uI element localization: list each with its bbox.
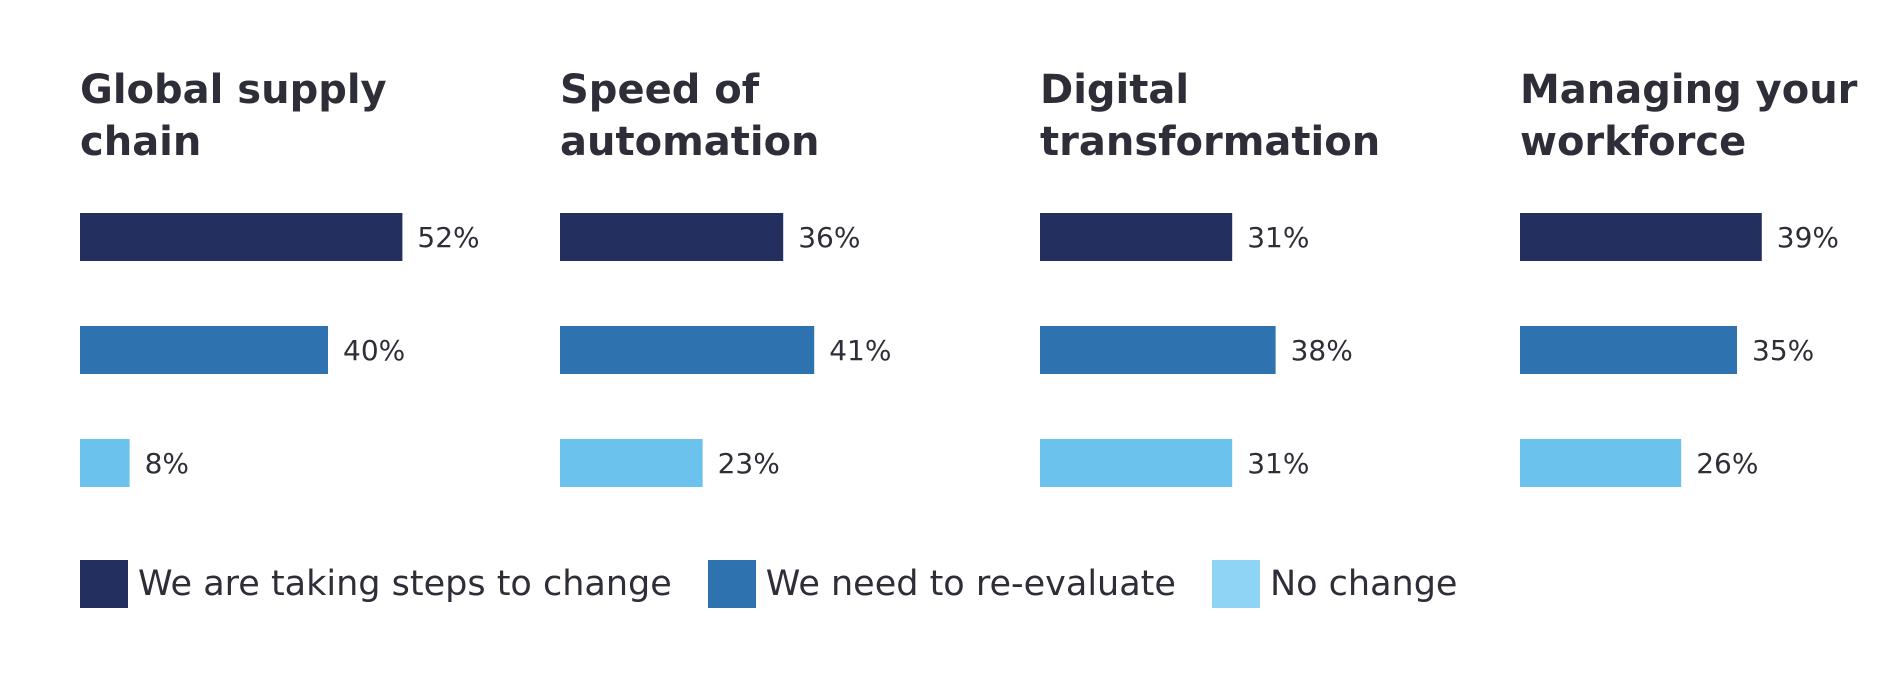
- legend-swatch-taking-steps: [80, 560, 128, 608]
- panel-title-digital-transformation: Digital transformation: [1040, 67, 1381, 165]
- bar-managing-your-workforce-series-2: [1520, 326, 1737, 374]
- panel-title-managing-your-workforce: Managing your workforce: [1520, 67, 1858, 165]
- data-label-global-supply-chain-series-3: 8%: [145, 447, 189, 480]
- bar-digital-transformation-series-2: [1040, 326, 1276, 374]
- data-label-managing-your-workforce-series-1: 39%: [1777, 221, 1839, 254]
- bar-speed-of-automation-series-2: [560, 326, 815, 374]
- data-label-digital-transformation-series-3: 31%: [1247, 447, 1309, 480]
- legend-item-taking-steps: We are taking steps to change: [80, 560, 672, 608]
- data-label-managing-your-workforce-series-2: 35%: [1752, 334, 1814, 367]
- data-label-digital-transformation-series-2: 38%: [1291, 334, 1353, 367]
- legend-label-taking-steps: We are taking steps to change: [138, 564, 672, 604]
- legend-label-re-evaluate: We need to re-evaluate: [765, 564, 1176, 604]
- bar-global-supply-chain-series-2: [80, 326, 328, 374]
- bar-speed-of-automation-series-3: [560, 439, 703, 487]
- bar-digital-transformation-series-3: [1040, 439, 1233, 487]
- data-label-speed-of-automation-series-2: 41%: [829, 334, 891, 367]
- legend: We are taking steps to change We need to…: [80, 560, 1493, 608]
- panel-title-speed-of-automation: Speed of automation: [560, 67, 820, 165]
- data-label-managing-your-workforce-series-3: 26%: [1696, 447, 1758, 480]
- bar-global-supply-chain-series-1: [80, 213, 403, 261]
- data-label-global-supply-chain-series-1: 52%: [417, 221, 479, 254]
- data-label-digital-transformation-series-1: 31%: [1247, 221, 1309, 254]
- data-label-global-supply-chain-series-2: 40%: [343, 334, 405, 367]
- legend-item-re-evaluate: We need to re-evaluate: [707, 560, 1176, 608]
- legend-label-no-change: No change: [1269, 564, 1458, 604]
- data-label-speed-of-automation-series-3: 23%: [718, 447, 780, 480]
- legend-swatch-re-evaluate: [707, 560, 756, 608]
- legend-swatch-no-change: [1211, 560, 1260, 608]
- bar-digital-transformation-series-1: [1040, 213, 1233, 261]
- bar-speed-of-automation-series-1: [560, 213, 784, 261]
- data-label-speed-of-automation-series-1: 36%: [798, 221, 860, 254]
- bar-managing-your-workforce-series-1: [1520, 213, 1762, 261]
- panel-title-global-supply-chain: Global supply chain: [80, 67, 387, 165]
- bar-global-supply-chain-series-3: [80, 439, 130, 487]
- bar-managing-your-workforce-series-3: [1520, 439, 1682, 487]
- legend-item-no-change: No change: [1211, 560, 1458, 608]
